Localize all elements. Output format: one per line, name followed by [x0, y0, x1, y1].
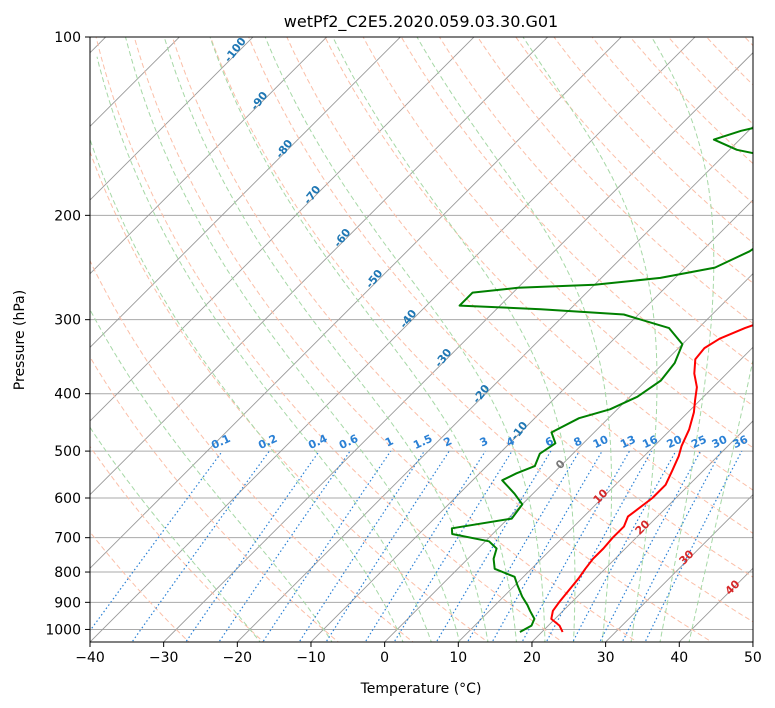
y-tick-label: 600	[54, 491, 81, 507]
mixing-ratio-line	[218, 450, 351, 642]
y-tick-label: 800	[54, 565, 81, 581]
dry-adiabat-line	[286, 37, 753, 534]
dry-adiabat-line	[210, 37, 753, 623]
mixing-ratio-line	[131, 450, 270, 642]
isotherm-line	[90, 37, 254, 201]
moist-adiabat-line	[522, 37, 658, 642]
plot-area: 0.1 0.2 0.4 0.6 1 1.5 2 3 4 6 8 10 13 16 20 25 30 36-100-…	[90, 37, 753, 642]
temperature-profile-line	[550, 324, 753, 633]
isotherm-line	[90, 37, 696, 642]
mixing-ratio-label: 36	[731, 433, 751, 451]
dry-adiabat-line	[90, 150, 489, 642]
isotherm-line	[604, 493, 753, 642]
chart-title: wetPf2_C2E5.2020.059.03.30.G01	[284, 12, 558, 32]
x-tick-label: 50	[744, 650, 762, 666]
dewpoint-profile-line	[450, 127, 753, 633]
isotherm-line	[90, 37, 622, 569]
dry-adiabat-line	[248, 37, 753, 578]
dry-adiabat-line	[90, 531, 190, 642]
dry-adiabat-line	[133, 37, 638, 642]
moist-adiabat-line	[688, 357, 753, 642]
x-tick-label: 30	[597, 650, 615, 666]
moist-adiabat-line	[90, 308, 333, 642]
dry-adiabat-line	[629, 37, 753, 165]
y-tick-label: 200	[54, 208, 81, 224]
x-tick-label: −30	[149, 650, 179, 666]
plot-frame	[89, 36, 754, 643]
x-tick-label: 10	[449, 650, 467, 666]
dry-adiabat-line	[438, 37, 753, 366]
mixing-ratio-label: 13	[618, 433, 637, 451]
mixing-ratio-line	[393, 450, 513, 642]
y-tick-label: 900	[54, 595, 81, 611]
moist-adiabat-line	[124, 37, 461, 642]
isotherm-line	[90, 37, 328, 275]
isotherm-line	[90, 37, 549, 496]
mixing-ratio-line	[298, 450, 425, 642]
mixing-ratio-line	[364, 450, 486, 642]
mixing-ratio-line	[572, 450, 677, 642]
y-tick-label: 300	[54, 313, 81, 329]
mixing-ratio-line	[262, 450, 392, 642]
x-tick-label: 40	[670, 650, 688, 666]
moist-adiabat-line	[651, 37, 715, 642]
x-tick-label: −40	[75, 650, 105, 666]
moist-adiabat-line	[332, 37, 576, 642]
y-tick-label: 1000	[45, 622, 81, 638]
mixing-ratio-line	[325, 450, 450, 642]
x-tick-label: −20	[223, 650, 253, 666]
moist-adiabat-line	[96, 56, 432, 642]
x-tick-label: −10	[296, 650, 326, 666]
mixing-ratio-label: 10	[591, 433, 611, 451]
mixing-ratio-label: 25	[689, 433, 708, 451]
mixing-ratio-line	[185, 450, 320, 642]
dry-adiabat-line	[90, 445, 265, 642]
axes: −40 −30 −20 −10 0 10 20 30 40 50 1000 900 800 700 600 5…	[45, 30, 761, 666]
x-tick-label: 0	[380, 650, 389, 666]
x-tick-label: 20	[523, 650, 541, 666]
dry-adiabat-line	[90, 259, 414, 642]
mixing-ratio-line	[599, 450, 702, 642]
moist-adiabat-line	[90, 426, 261, 642]
isotherm-line	[162, 52, 753, 642]
moist-adiabat-line	[209, 37, 517, 642]
y-tick-label: 700	[54, 531, 81, 547]
mixing-ratio-label: 20	[665, 433, 685, 451]
isotherm-line	[236, 125, 753, 642]
mixing-ratio-line	[466, 450, 580, 642]
isotherm-line	[457, 346, 753, 642]
isotherm-line	[310, 199, 753, 642]
dry-adiabat-line	[400, 37, 753, 407]
moist-adiabat-line	[90, 137, 404, 642]
moist-adiabat-line	[264, 37, 546, 642]
y-tick-label: 400	[54, 387, 81, 403]
mixing-ratio-label: 16	[640, 433, 660, 451]
isotherm-line	[531, 420, 753, 642]
moist-adiabat-line	[416, 37, 613, 642]
mixing-ratio-line	[90, 450, 223, 632]
dry-adiabat-line	[95, 37, 564, 642]
y-tick-label: 100	[54, 30, 81, 46]
mixing-ratio-line	[621, 450, 722, 642]
dry-adiabat-line	[515, 37, 753, 284]
dry-adiabat-line	[591, 37, 753, 204]
moist-adiabat-line	[163, 37, 489, 642]
mixing-ratio-label: 30	[710, 433, 730, 451]
x-axis-label: Temperature (°C)	[360, 681, 482, 697]
isotherm-line	[90, 37, 475, 422]
y-tick-label: 500	[54, 444, 81, 460]
y-axis-label: Pressure (hPa)	[12, 290, 28, 390]
